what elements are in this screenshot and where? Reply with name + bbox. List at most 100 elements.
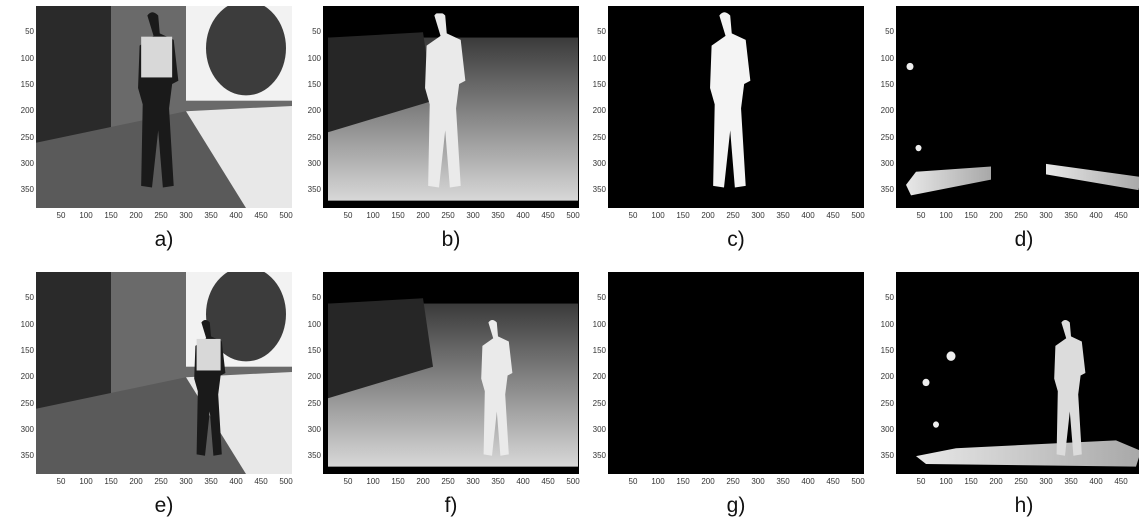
- y-tick-label: 150: [307, 345, 321, 355]
- y-tick-label: 200: [592, 372, 606, 382]
- panel-graphic: [896, 272, 1139, 474]
- x-tick-label: 150: [964, 211, 978, 220]
- panel-image: [896, 6, 1139, 208]
- panel-c: 50 100 150 200 250 300 350 50 100 150 200 250 300 350…: [592, 6, 872, 251]
- x-tick-label: 300: [179, 211, 193, 220]
- y-tick-label: 200: [592, 106, 606, 116]
- x-tick-label: 200: [129, 211, 143, 220]
- panel-image: [323, 272, 579, 474]
- depth-person: [481, 319, 513, 456]
- x-tick-label: 350: [491, 211, 505, 220]
- ground-segment-right: [1046, 163, 1139, 191]
- depth-person: [425, 12, 466, 188]
- x-tick-label: 450: [541, 477, 555, 486]
- x-tick-label: 150: [964, 477, 978, 486]
- depth-wall: [328, 298, 433, 399]
- x-tick-label: 300: [1039, 211, 1053, 220]
- x-tick-label: 150: [676, 477, 690, 486]
- road-surface: [186, 105, 292, 208]
- panel-caption: c): [727, 228, 745, 251]
- y-tick-label: 200: [307, 106, 321, 116]
- y-tick-label: 300: [592, 424, 606, 434]
- person-shirt: [141, 36, 173, 78]
- x-tick-label: 100: [939, 477, 953, 486]
- noise-blob: [946, 351, 956, 361]
- y-tick-label: 350: [592, 185, 606, 195]
- panel-b: 50 100 150 200 250 300 350 50 100 150 200 250 300 350…: [307, 6, 587, 251]
- y-tick-label: 350: [880, 185, 894, 195]
- y-tick-label: 50: [885, 27, 894, 37]
- x-tick-label: 150: [391, 477, 405, 486]
- y-tick-label: 150: [880, 345, 894, 355]
- x-tick-label: 300: [466, 211, 480, 220]
- y-tick-label: 150: [592, 345, 606, 355]
- x-tick-label: 450: [1114, 211, 1128, 220]
- panel-graphic: [608, 6, 864, 208]
- panel-graphic: [323, 6, 579, 208]
- x-tick-label: 400: [1089, 477, 1103, 486]
- x-tick-label: 250: [441, 211, 455, 220]
- y-tick-label: 150: [20, 345, 34, 355]
- x-tick-label: 350: [1064, 477, 1078, 486]
- y-tick-label: 250: [20, 132, 34, 142]
- x-tick-label: 450: [254, 211, 268, 220]
- x-tick-label: 250: [154, 211, 168, 220]
- x-tick-label: 400: [801, 477, 815, 486]
- panel-caption: f): [444, 494, 458, 517]
- y-tick-label: 250: [307, 132, 321, 142]
- panel-image: [36, 272, 292, 474]
- x-tick-label: 500: [566, 211, 580, 220]
- x-tick-label: 100: [366, 477, 380, 486]
- x-tick-label: 300: [1039, 477, 1053, 486]
- y-tick-label: 100: [307, 319, 321, 329]
- y-tick-label: 150: [307, 79, 321, 89]
- y-tick-label: 250: [592, 398, 606, 408]
- x-tick-label: 100: [79, 477, 93, 486]
- x-tick-label: 200: [989, 477, 1003, 486]
- ground-segment: [916, 440, 1139, 467]
- panel-graphic: [896, 6, 1139, 208]
- y-tick-label: 350: [20, 451, 34, 461]
- x-tick-label: 450: [826, 211, 840, 220]
- y-tick-label: 100: [592, 53, 606, 63]
- x-tick-label: 400: [801, 211, 815, 220]
- x-tick-label: 100: [651, 211, 665, 220]
- y-tick-label: 250: [307, 398, 321, 408]
- panel-e: 50 100 150 200 250 300 350 50 100 150 200 250 300 350…: [20, 272, 300, 517]
- x-tick-label: 150: [104, 477, 118, 486]
- x-tick-label: 200: [129, 477, 143, 486]
- panel-caption: a): [154, 228, 174, 251]
- building-wall: [36, 6, 111, 143]
- y-tick-label: 100: [20, 53, 34, 63]
- x-tick-label: 350: [491, 477, 505, 486]
- panel-d: 50 100 150 200 250 300 350 50 100 150 200 250 300 350…: [880, 6, 1139, 251]
- y-tick-label: 250: [880, 132, 894, 142]
- x-tick-label: 350: [204, 211, 218, 220]
- x-tick-label: 50: [343, 477, 353, 486]
- depth-border: [323, 272, 579, 280]
- y-tick-label: 150: [20, 79, 34, 89]
- x-tick-label: 350: [776, 211, 790, 220]
- x-tick-label: 50: [56, 477, 66, 486]
- y-tick-label: 350: [20, 185, 34, 195]
- y-tick-label: 100: [880, 53, 894, 63]
- x-tick-label: 450: [541, 211, 555, 220]
- x-tick-label: 350: [776, 477, 790, 486]
- x-tick-label: 300: [466, 477, 480, 486]
- tree-foliage: [206, 6, 286, 96]
- x-tick-label: 250: [441, 477, 455, 486]
- x-tick-label: 200: [701, 477, 715, 486]
- x-tick-label: 350: [1064, 211, 1078, 220]
- y-tick-label: 200: [20, 372, 34, 382]
- segmented-person: [1054, 319, 1086, 456]
- x-tick-label: 200: [416, 211, 430, 220]
- x-tick-label: 50: [628, 477, 638, 486]
- noise-blob: [906, 62, 914, 71]
- panel-caption: d): [1014, 228, 1034, 251]
- depth-border: [323, 6, 579, 14]
- y-tick-label: 200: [880, 372, 894, 382]
- y-tick-label: 150: [592, 79, 606, 89]
- y-tick-label: 100: [20, 319, 34, 329]
- y-tick-label: 200: [307, 372, 321, 382]
- y-tick-label: 350: [880, 451, 894, 461]
